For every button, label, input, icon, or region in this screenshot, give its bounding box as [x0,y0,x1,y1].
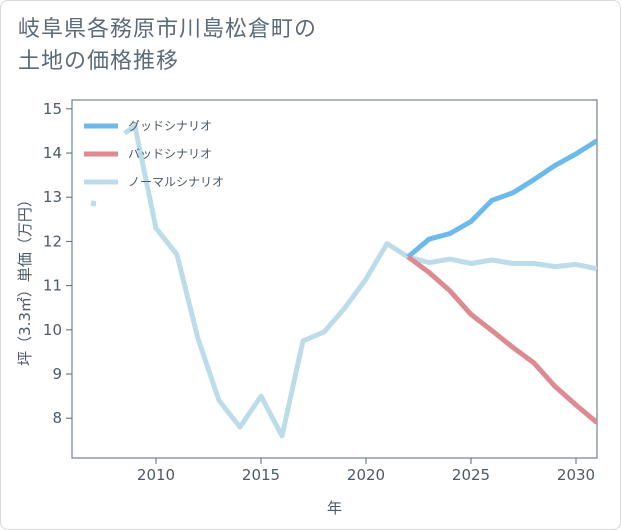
legend-label-1: グッドシナリオ [128,119,212,133]
title-line-1: 岐阜県各務原市川島松倉町の [18,17,318,42]
plot-frame [71,99,598,459]
x-tick-label: 2025 [452,466,490,484]
legend-label-2: バッドシナリオ [128,147,212,161]
page-title: 岐阜県各務原市川島松倉町の 土地の価格推移 [18,14,317,78]
y-tick-label: 14 [43,144,62,162]
legend-label-3: ノーマルシナリオ [128,175,224,189]
series-line-1 [406,138,597,259]
y-axis-title: 坪（3.3㎡）単価（万円） [16,192,34,366]
x-tick-label: 2010 [137,466,175,484]
x-tick-label: 2015 [242,466,280,484]
y-tick-label: 15 [43,100,62,118]
x-tick-label: 2030 [557,466,595,484]
x-axis-title: 年 [327,499,342,517]
series-line-2 [406,254,597,425]
y-tick-label: 13 [43,188,62,206]
series-line-3 [90,124,597,439]
x-tick-label: 2020 [347,466,385,484]
y-tick-label: 10 [43,321,62,339]
title-line-2: 土地の価格推移 [18,49,180,74]
y-tick-label: 12 [43,232,62,250]
y-tick-label: 11 [43,277,62,295]
y-tick-label: 8 [52,409,62,427]
y-tick-label: 9 [52,365,62,383]
